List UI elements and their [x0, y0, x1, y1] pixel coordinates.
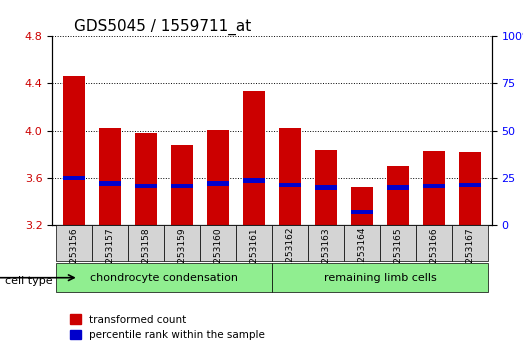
Bar [63, 176, 85, 180]
Bar [387, 185, 409, 189]
Bar [459, 152, 481, 225]
Bar [459, 183, 481, 187]
Bar [135, 133, 157, 225]
FancyBboxPatch shape [272, 263, 488, 293]
Text: remaining limb cells: remaining limb cells [324, 273, 436, 283]
FancyBboxPatch shape [344, 225, 380, 261]
FancyBboxPatch shape [92, 225, 128, 261]
Bar [207, 130, 229, 225]
Text: GSM1253166: GSM1253166 [429, 227, 438, 287]
Bar [171, 184, 193, 188]
FancyBboxPatch shape [308, 225, 344, 261]
Text: GSM1253161: GSM1253161 [249, 227, 258, 287]
Text: cell type: cell type [5, 276, 53, 286]
Text: GSM1253164: GSM1253164 [358, 227, 367, 287]
Text: GDS5045 / 1559711_at: GDS5045 / 1559711_at [74, 19, 252, 35]
Bar [243, 91, 265, 225]
FancyBboxPatch shape [56, 263, 272, 293]
Bar [423, 151, 445, 225]
Bar [387, 166, 409, 225]
Bar [63, 77, 85, 225]
FancyBboxPatch shape [128, 225, 164, 261]
FancyBboxPatch shape [236, 225, 272, 261]
Text: GSM1253158: GSM1253158 [141, 227, 151, 287]
Bar [171, 145, 193, 225]
Text: GSM1253156: GSM1253156 [70, 227, 78, 287]
Text: GSM1253165: GSM1253165 [393, 227, 403, 287]
Text: GSM1253157: GSM1253157 [106, 227, 115, 287]
Text: GSM1253160: GSM1253160 [213, 227, 222, 287]
Bar [315, 185, 337, 189]
FancyBboxPatch shape [56, 225, 92, 261]
Bar [315, 150, 337, 225]
FancyBboxPatch shape [272, 225, 308, 261]
Legend: transformed count, percentile rank within the sample: transformed count, percentile rank withi… [66, 310, 269, 344]
Text: GSM1253162: GSM1253162 [286, 227, 294, 287]
Text: GSM1253167: GSM1253167 [465, 227, 474, 287]
Bar [135, 184, 157, 188]
Text: chondrocyte condensation: chondrocyte condensation [90, 273, 238, 283]
Bar [207, 182, 229, 186]
FancyBboxPatch shape [416, 225, 452, 261]
Text: GSM1253159: GSM1253159 [177, 227, 186, 287]
Bar [279, 129, 301, 225]
Bar [99, 129, 121, 225]
Bar [351, 187, 373, 225]
FancyBboxPatch shape [164, 225, 200, 261]
Text: GSM1253163: GSM1253163 [322, 227, 331, 287]
FancyBboxPatch shape [380, 225, 416, 261]
Bar [99, 182, 121, 186]
Bar [423, 184, 445, 188]
FancyBboxPatch shape [452, 225, 488, 261]
Bar [243, 178, 265, 183]
FancyBboxPatch shape [200, 225, 236, 261]
Bar [351, 210, 373, 215]
Bar [279, 183, 301, 187]
